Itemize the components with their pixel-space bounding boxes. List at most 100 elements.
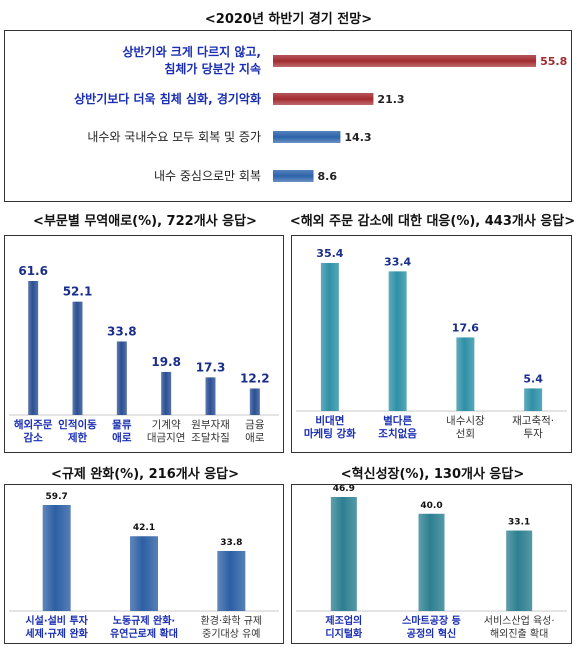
chart-bar: [330, 497, 357, 611]
chart-value-label: 42.1: [133, 523, 155, 533]
chart-category-line: 스마트공장 등: [402, 616, 461, 627]
outlook-value-label: 21.3: [377, 93, 404, 106]
chart-category-label: 별다른 조치없음: [364, 415, 432, 441]
chart-category-line: 투자: [523, 428, 543, 440]
chart-category-line: 서비스산업 육성·: [483, 616, 555, 627]
outlook-value-label: 55.8: [540, 55, 567, 68]
outlook-category-label: 상반기보다 더욱 침체 심화, 경기악화: [74, 91, 261, 108]
chart-category-line: 애로: [245, 432, 265, 444]
outlook-category-line: 내수와 국내수요 모두 회복 및 증가: [87, 129, 261, 144]
chart-category-label: 원부자재 조달차질: [187, 419, 235, 445]
chart-value-label: 5.4: [523, 372, 543, 385]
chart-bar: [524, 388, 543, 411]
chart-category-line: 감소: [23, 432, 43, 444]
chart-bar: [205, 377, 216, 415]
chart-category-line: 제조업의: [325, 616, 363, 627]
outlook-category-line: 상반기와 크게 다르지 않고,: [122, 45, 261, 59]
chart-panel-outlook: 55.8 21.3 14.3 8.6 상반기와 크게 다르지 않고, 침체가 당분간 지속…: [4, 30, 572, 202]
chart-title-deregulation: <규제 완화(%), 216개사 응답>: [50, 467, 240, 482]
chart-value-label: 40.0: [420, 501, 442, 511]
chart-category-line: 해외주문: [13, 419, 53, 431]
chart-category-line: 해외진출 확대: [489, 629, 549, 640]
chart-category-line: 조달차질: [191, 432, 230, 444]
chart-panel-innovation: 46.9 40.0 33.1 제조업의 디지털화 스마트공장 등 공정의 혁신 서비스산업 육…: [291, 484, 572, 644]
chart-svg-2: 35.4 33.4 17.6 5.4: [296, 247, 567, 412]
chart-category-line: 인적이동: [58, 419, 97, 431]
chart-value-label: 33.8: [107, 324, 137, 338]
chart-title-order-response: <해외 주문 감소에 대한 대응(%), 443개사 응답>: [289, 214, 576, 229]
chart-category-line: 디지털화: [325, 629, 363, 640]
chart-category-line: 별다른: [383, 415, 413, 427]
chart-category-line: 애로: [112, 432, 132, 444]
outlook-bar: [273, 93, 374, 105]
chart-category-line: 중기대상 유예: [202, 629, 261, 640]
chart-bar: [217, 550, 246, 611]
chart-category-label: 내수시장 선회: [431, 415, 499, 441]
chart-category-line: 제한: [67, 432, 88, 444]
chart-bar: [28, 281, 39, 415]
chart-category-label: 물류 애로: [98, 419, 146, 445]
chart-bar: [418, 513, 445, 611]
chart-bar: [320, 263, 339, 411]
chart-bar: [249, 388, 260, 415]
chart-value-label: 35.4: [316, 247, 343, 260]
chart-category-line: 선회: [455, 428, 476, 440]
chart-category-line: 내수시장: [446, 415, 485, 427]
chart-category-line: 공정의 혁신: [406, 629, 457, 640]
chart-category-line: 환경·화학 규제: [200, 616, 263, 627]
chart-bar: [72, 301, 83, 415]
chart-value-label: 17.6: [452, 321, 479, 334]
chart-category-label: 재고축적· 투자: [499, 415, 567, 441]
chart-category-label: 노동규제 완화· 유연근로제 확대: [100, 615, 188, 641]
chart-value-label: 33.8: [220, 538, 242, 548]
chart-category-label: 서비스산업 육성· 해외진출 확대: [473, 615, 565, 641]
outlook-bar: [273, 170, 314, 182]
chart-value-label: 52.1: [63, 285, 93, 299]
chart-category-line: 유연근로제 확대: [110, 629, 178, 640]
chart-panel-order-response: 35.4 33.4 17.6 5.4 비대면 마케팅 강화 별다른 조치없음 내수시장 선회 재고축…: [291, 235, 572, 453]
chart-svg-3: 59.7 42.1 33.8: [9, 492, 279, 612]
outlook-chart-svg: 55.8 21.3 14.3 8.6: [273, 55, 567, 183]
chart-category-label: 해외주문 감소: [9, 419, 57, 445]
chart-bar: [42, 505, 71, 611]
chart-category-line: 비대면: [315, 415, 345, 427]
chart-title-outlook: <2020년 하반기 경기 전망>: [204, 12, 373, 27]
chart-category-line: 금융: [245, 419, 265, 431]
chart-value-label: 61.6: [18, 264, 48, 278]
chart-bar: [130, 536, 158, 611]
chart-category-label: 인적이동 제한: [54, 419, 102, 445]
outlook-category-line: 내수 중심으로만 회복: [154, 168, 261, 183]
outlook-value-label: 14.3: [344, 131, 371, 144]
chart-category-line: 노동규제 완화·: [112, 616, 176, 627]
chart-value-label: 33.4: [384, 255, 411, 268]
outlook-category-label: 상반기와 크게 다르지 않고, 침체가 당분간 지속: [122, 44, 261, 78]
chart-value-label: 59.7: [46, 492, 68, 502]
outlook-category-line: 상반기보다 더욱 침체 심화, 경기악화: [74, 91, 261, 106]
chart-category-line: 대금지연: [146, 432, 186, 444]
chart-bar: [116, 341, 127, 415]
outlook-category-line: 침체가 당분간 지속: [164, 62, 261, 76]
outlook-bar: [273, 55, 537, 67]
chart-svg-4: 46.9 40.0 33.1: [296, 485, 567, 612]
chart-category-line: 조치없음: [378, 428, 417, 440]
chart-category-label: 기계약 대금지연: [142, 419, 190, 445]
chart-value-label: 12.2: [240, 371, 270, 385]
chart-panel-trade-difficulty: 61.6 52.1 33.8 19.8 17.3 12.2 해외주문 감소 인적이동 제한 물류 애로…: [4, 235, 284, 453]
chart-svg-1: 61.6 52.1 33.8 19.8 17.3 12.2: [9, 264, 279, 416]
chart-value-label: 33.1: [508, 518, 530, 528]
chart-category-label: 비대면 마케팅 강화: [296, 415, 364, 441]
outlook-category-label: 내수 중심으로만 회복: [154, 168, 261, 185]
chart-bar: [456, 337, 475, 411]
outlook-value-label: 8.6: [318, 170, 338, 183]
chart-bar: [388, 271, 407, 411]
chart-category-line: 시설·설비 투자: [25, 616, 88, 627]
chart-category-line: 원부자재: [191, 419, 230, 431]
chart-category-label: 금융 애로: [231, 419, 279, 445]
chart-category-line: 세제·규제 완화: [25, 629, 88, 640]
outlook-category-label: 내수와 국내수요 모두 회복 및 증가: [87, 129, 261, 146]
